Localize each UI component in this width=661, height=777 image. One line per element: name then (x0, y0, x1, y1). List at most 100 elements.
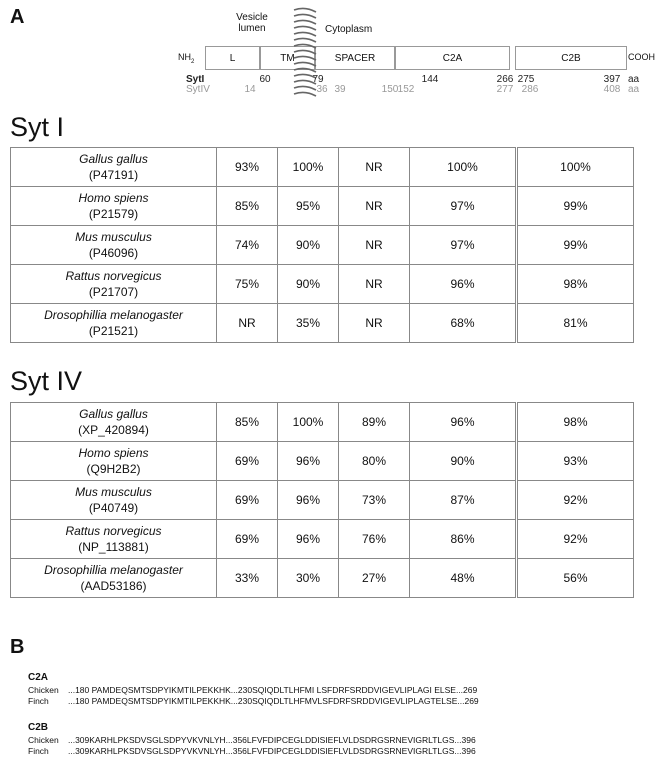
identity-value: 76% (338, 519, 410, 559)
identity-value: 98% (515, 402, 634, 442)
identity-value: NR (338, 147, 410, 187)
table-row: Gallus gallus (P47191) 93% 100% NR 100% 100% (10, 147, 634, 187)
species-cell: Homo spiens (P21579) (10, 186, 217, 226)
identity-value: 100% (515, 147, 634, 187)
boundary-number: 39 (334, 84, 346, 95)
organism: Finch (28, 746, 49, 756)
identity-value: 90% (277, 264, 339, 304)
identity-value: 87% (409, 480, 517, 520)
table-row: Homo spiens (Q9H2B2) 69% 96% 80% 90% 93% (10, 441, 634, 481)
table-row: Gallus gallus (XP_420894) 85% 100% 89% 96% 98% (10, 402, 634, 442)
species-name: Drosophillia melanogaster (44, 563, 183, 577)
identity-value: 98% (515, 264, 634, 304)
boundary-number: 150 (381, 84, 399, 95)
row-name: SytI (186, 74, 205, 85)
accession: (P21707) (88, 285, 139, 299)
species-name: Mus musculus (75, 230, 152, 244)
species-name: Mus musculus (75, 485, 152, 499)
table-row: Drosophillia melanogaster (P21521) NR 35% NR… (10, 303, 634, 343)
identity-value: 30% (277, 558, 339, 598)
identity-value: 96% (409, 402, 517, 442)
accession: (AAD53186) (80, 579, 147, 593)
identity-value: 100% (277, 402, 339, 442)
species-name: Drosophillia melanogaster (44, 308, 183, 322)
boundary-number: 152 (397, 84, 415, 95)
identity-value: 48% (409, 558, 517, 598)
domain-box: C2A (395, 46, 510, 70)
block-title: C2A (28, 672, 49, 683)
species-name: Homo spiens (78, 446, 149, 460)
identity-value: 56% (515, 558, 634, 598)
identity-value: 96% (409, 264, 517, 304)
identity-table: Gallus gallus (P47191) 93% 100% NR 100% 100% Ho… (10, 147, 634, 343)
domain-box: C2B (515, 46, 627, 70)
sequence: ...309KARHLPKSDVSGLSDPYVKVNLYH...356LFVF… (68, 746, 476, 756)
boundary-number: 286 (521, 84, 539, 95)
identity-value: 75% (216, 264, 278, 304)
accession: (P40749) (88, 501, 139, 515)
identity-value: 90% (277, 225, 339, 265)
identity-value: 74% (216, 225, 278, 265)
identity-value: 69% (216, 519, 278, 559)
identity-value: 35% (277, 303, 339, 343)
species-cell: Rattus norvegicus (P21707) (10, 264, 217, 304)
identity-value: 93% (515, 441, 634, 481)
table-row: Homo spiens (P21579) 85% 95% NR 97% 99% (10, 186, 634, 226)
row-name: SytIV (186, 84, 210, 95)
identity-value: 100% (277, 147, 339, 187)
identity-value: 92% (515, 519, 634, 559)
species-cell: Gallus gallus (P47191) (10, 147, 217, 187)
species-name: Gallus gallus (79, 407, 148, 421)
identity-value: 68% (409, 303, 517, 343)
table-row: Mus musculus (P40749) 69% 96% 73% 87% 92% (10, 480, 634, 520)
boundary-number: 275 (517, 74, 535, 85)
helix-icon (293, 7, 317, 97)
species-cell: Drosophillia melanogaster (AAD53186) (10, 558, 217, 598)
identity-value: 100% (409, 147, 517, 187)
panel-label: B (10, 636, 25, 658)
identity-value: 93% (216, 147, 278, 187)
identity-value: 69% (216, 480, 278, 520)
c-terminus: COOH (628, 52, 655, 62)
organism: Finch (28, 696, 49, 706)
identity-value: 97% (409, 225, 517, 265)
identity-value: 73% (338, 480, 410, 520)
organism: Chicken (28, 685, 59, 695)
boundary-number: 14 (244, 84, 256, 95)
unit: aa (628, 84, 640, 95)
table-row: Rattus norvegicus (P21707) 75% 90% NR 96% 98% (10, 264, 634, 304)
domain-box: L (205, 46, 260, 70)
boundary-number: 36 (316, 84, 328, 95)
identity-value: 95% (277, 186, 339, 226)
boundary-number: 144 (421, 74, 439, 85)
identity-value: 86% (409, 519, 517, 559)
panel-label: A (10, 6, 25, 28)
identity-value: 85% (216, 186, 278, 226)
accession: (P21579) (88, 207, 139, 221)
boundary-number: 79 (312, 74, 324, 85)
domain-box: SPACER (315, 46, 395, 70)
region-label: Cytoplasm (325, 24, 373, 35)
species-name: Homo spiens (78, 191, 149, 205)
species-cell: Homo spiens (Q9H2B2) (10, 441, 217, 481)
identity-value: 33% (216, 558, 278, 598)
identity-value: NR (216, 303, 278, 343)
n-terminus: NH2 (178, 52, 194, 65)
identity-table: Gallus gallus (XP_420894) 85% 100% 89% 96% 98%… (10, 402, 634, 598)
boundary-number: 397 (603, 74, 621, 85)
identity-value: 99% (515, 186, 634, 226)
identity-value: NR (338, 225, 410, 265)
n-terminus-text: NH (178, 52, 191, 62)
boundary-number: 60 (259, 74, 271, 85)
sequence: ...309KARHLPKSDVSGLSDPYVKVNLYH...356LFVF… (68, 735, 476, 745)
boundary-number: 408 (603, 84, 621, 95)
table-row: Drosophillia melanogaster (AAD53186) 33% 30… (10, 558, 634, 598)
species-cell: Drosophillia melanogaster (P21521) (10, 303, 217, 343)
identity-value: 80% (338, 441, 410, 481)
identity-value: NR (338, 303, 410, 343)
identity-value: NR (338, 264, 410, 304)
region-label: Vesicle lumen (236, 12, 268, 34)
species-cell: Rattus norvegicus (NP_113881) (10, 519, 217, 559)
boundary-number: 277 (496, 84, 514, 95)
